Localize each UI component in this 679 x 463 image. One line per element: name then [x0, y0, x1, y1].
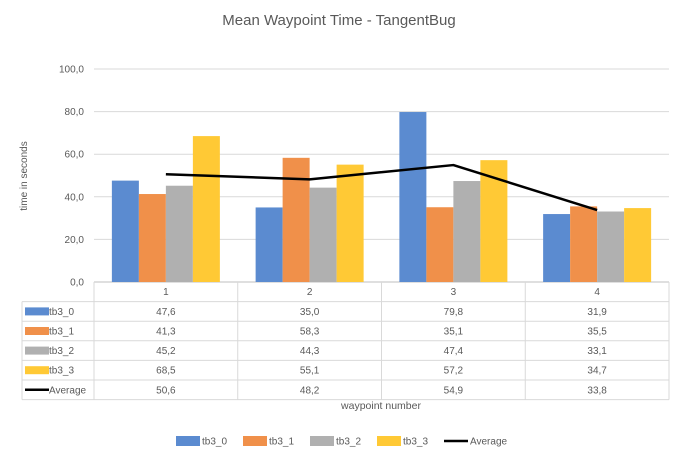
data-table: 1 2 3 4 tb3_0 47,6 35,0 79,8 31,9 tb3_1 41,3 58,3 35… — [21, 282, 670, 401]
x-tick-label: 4 — [594, 287, 600, 298]
legend: tb3_0 tb3_1 tb3_2 tb3_3 Average — [176, 436, 508, 448]
data-label: 58,3 — [300, 327, 320, 338]
data-label: 50,6 — [156, 385, 176, 396]
legend-label: Average — [470, 437, 508, 448]
legend-key-tb3_1 — [243, 436, 267, 446]
average-line — [165, 163, 598, 212]
data-label: 34,7 — [587, 366, 607, 377]
y-axis-label: time in seconds — [19, 141, 30, 210]
data-label: 47,6 — [156, 307, 176, 318]
bar-tb3_2-4 — [597, 211, 625, 282]
y-tick-label: 20,0 — [65, 235, 85, 246]
bar-tb3_0-1 — [111, 180, 139, 282]
legend-label: tb3_1 — [269, 437, 294, 448]
legend-label: tb3_3 — [403, 437, 428, 448]
data-label: 33,1 — [587, 346, 607, 357]
table-key-tb3_0 — [25, 307, 49, 316]
bar-tb3_3-2 — [336, 164, 364, 282]
bar-tb3_0-3 — [399, 112, 427, 282]
table-series-name: tb3_2 — [49, 346, 74, 357]
data-label: 55,1 — [300, 366, 320, 377]
bar-tb3_1-1 — [138, 194, 166, 282]
legend-key-tb3_0 — [176, 436, 200, 446]
data-label: 57,2 — [444, 366, 464, 377]
data-label: 54,9 — [444, 385, 464, 396]
chart-title: Mean Waypoint Time - TangentBug — [222, 12, 455, 29]
table-series-name: tb3_0 — [49, 307, 74, 318]
legend-label: tb3_0 — [202, 437, 227, 448]
bars — [111, 112, 652, 282]
bar-tb3_3-1 — [192, 136, 220, 282]
data-label: 44,3 — [300, 346, 320, 357]
table-key-tb3_2 — [25, 346, 49, 355]
average-line-layer — [165, 163, 598, 212]
bar-tb3_3-4 — [624, 208, 652, 282]
x-tick-label: 2 — [307, 287, 313, 298]
y-tick-label: 100,0 — [59, 65, 84, 76]
bar-tb3_2-2 — [309, 187, 337, 282]
x-tick-label: 3 — [451, 287, 457, 298]
x-axis-label: waypoint number — [340, 400, 421, 412]
data-label: 41,3 — [156, 327, 176, 338]
legend-key-tb3_2 — [310, 436, 334, 446]
table-series-name: tb3_1 — [49, 327, 74, 338]
bar-tb3_0-2 — [255, 207, 283, 282]
y-tick-label: 80,0 — [65, 107, 85, 118]
bar-tb3_1-3 — [426, 207, 454, 282]
table-series-name: tb3_3 — [49, 366, 74, 377]
data-label: 45,2 — [156, 346, 176, 357]
y-tick-label: 40,0 — [65, 192, 85, 203]
bar-tb3_0-4 — [543, 214, 571, 282]
legend-key-tb3_3 — [377, 436, 401, 446]
y-tick-label: 60,0 — [65, 150, 85, 161]
y-tick-labels: 0,0 20,0 40,0 60,0 80,0 100,0 — [59, 65, 84, 289]
y-tick-label: 0,0 — [70, 278, 84, 289]
data-label: 68,5 — [156, 366, 176, 377]
data-label: 35,0 — [300, 307, 320, 318]
x-tick-label: 1 — [163, 287, 169, 298]
table-key-tb3_1 — [25, 327, 49, 335]
data-label: 47,4 — [444, 346, 464, 357]
bar-tb3_1-2 — [282, 157, 310, 282]
data-label: 35,1 — [444, 327, 464, 338]
data-label: 35,5 — [587, 327, 607, 338]
table-key-tb3_3 — [25, 366, 49, 375]
legend-label: tb3_2 — [336, 437, 361, 448]
data-label: 79,8 — [444, 307, 464, 318]
data-label: 31,9 — [587, 307, 607, 318]
bar-tb3_2-1 — [165, 185, 193, 282]
data-label: 48,2 — [300, 385, 320, 396]
table-series-name: Average — [49, 385, 87, 396]
bar-tb3_2-3 — [453, 181, 481, 282]
bar-tb3_1-4 — [570, 206, 598, 282]
data-label: 33,8 — [587, 385, 607, 396]
